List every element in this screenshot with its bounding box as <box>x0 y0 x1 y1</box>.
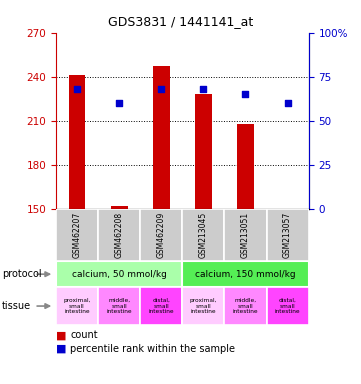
Text: protocol: protocol <box>2 269 42 279</box>
Point <box>200 86 206 92</box>
Bar <box>266 287 309 325</box>
Text: percentile rank within the sample: percentile rank within the sample <box>70 344 235 354</box>
Point <box>116 100 122 106</box>
Bar <box>98 209 140 261</box>
Bar <box>225 209 266 261</box>
Point <box>243 91 248 98</box>
Text: GSM213045: GSM213045 <box>199 212 208 258</box>
Bar <box>56 287 98 325</box>
Bar <box>182 287 225 325</box>
Bar <box>225 287 266 325</box>
Text: GSM462207: GSM462207 <box>73 212 82 258</box>
Text: GSM213057: GSM213057 <box>283 212 292 258</box>
Text: proximal,
small
intestine: proximal, small intestine <box>190 298 217 314</box>
Text: tissue: tissue <box>2 301 31 311</box>
Text: calcium, 150 mmol/kg: calcium, 150 mmol/kg <box>195 270 296 279</box>
Point <box>158 86 164 92</box>
Point <box>285 100 291 106</box>
Text: GDS3831 / 1441141_at: GDS3831 / 1441141_at <box>108 15 253 28</box>
Text: middle,
small
intestine: middle, small intestine <box>106 298 132 314</box>
Bar <box>56 261 182 287</box>
Bar <box>140 209 182 261</box>
Bar <box>111 206 127 209</box>
Bar <box>195 94 212 209</box>
Bar <box>69 75 86 209</box>
Text: distal,
small
intestine: distal, small intestine <box>275 298 300 314</box>
Text: proximal,
small
intestine: proximal, small intestine <box>63 298 91 314</box>
Bar <box>56 209 98 261</box>
Text: GSM462209: GSM462209 <box>157 212 166 258</box>
Text: GSM213051: GSM213051 <box>241 212 250 258</box>
Text: ■: ■ <box>56 330 66 340</box>
Text: count: count <box>70 330 98 340</box>
Bar <box>182 261 309 287</box>
Text: GSM462208: GSM462208 <box>115 212 123 258</box>
Bar <box>98 287 140 325</box>
Bar <box>182 209 225 261</box>
Bar <box>237 124 254 209</box>
Point <box>74 86 80 92</box>
Text: distal,
small
intestine: distal, small intestine <box>148 298 174 314</box>
Bar <box>153 66 170 209</box>
Bar <box>266 209 309 261</box>
Text: ■: ■ <box>56 344 66 354</box>
Text: calcium, 50 mmol/kg: calcium, 50 mmol/kg <box>72 270 166 279</box>
Text: middle,
small
intestine: middle, small intestine <box>233 298 258 314</box>
Bar <box>140 287 182 325</box>
